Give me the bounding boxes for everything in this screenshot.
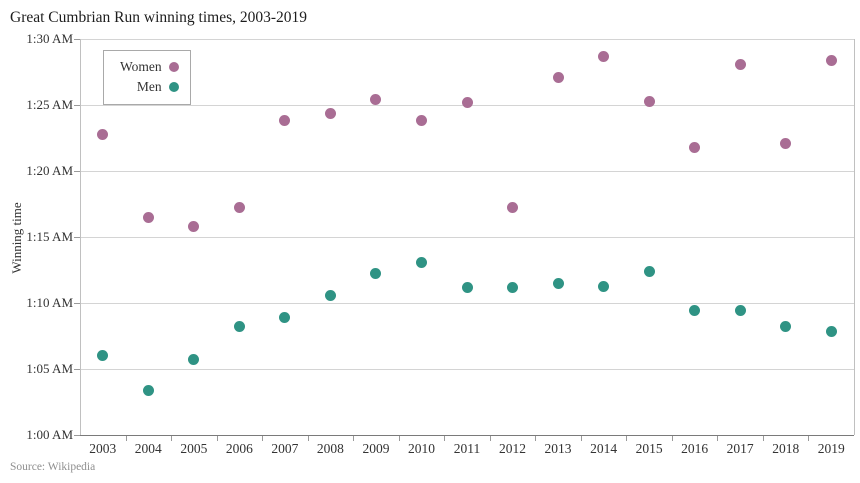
x-tick-label: 2013 — [544, 441, 572, 456]
legend: Women Men — [103, 50, 191, 105]
y-axis-tick — [74, 170, 80, 172]
plot-right-border — [854, 39, 855, 435]
x-tick-label: 2018 — [772, 441, 800, 456]
x-tick-label: 2011 — [453, 441, 481, 456]
point-women-2010 — [415, 115, 427, 127]
point-women-2014 — [598, 50, 610, 62]
y-axis-tick — [74, 104, 80, 106]
y-axis-tick — [74, 38, 80, 40]
x-tick-label: 2015 — [635, 441, 663, 456]
x-axis-tick — [171, 436, 173, 441]
point-men-2014 — [598, 281, 610, 292]
y-gridline — [80, 302, 854, 304]
point-men-2019 — [825, 325, 837, 337]
x-tick-label: 2008 — [316, 441, 344, 456]
x-axis-tick — [489, 436, 491, 441]
x-axis-tick — [216, 436, 218, 441]
point-women-2013 — [552, 71, 564, 83]
x-axis-tick — [444, 436, 446, 441]
x-axis-tick — [353, 436, 355, 441]
point-men-2018 — [780, 321, 792, 333]
y-tick-label: 1:15 AM — [26, 229, 73, 244]
x-tick-label: 2017 — [726, 441, 754, 456]
point-men-2006 — [233, 321, 245, 333]
point-women-2007 — [279, 115, 291, 127]
x-tick-label: 2014 — [590, 441, 618, 456]
point-men-2016 — [689, 305, 701, 317]
legend-item-women: Women — [120, 57, 179, 77]
point-men-2005 — [188, 353, 200, 365]
point-men-2009 — [370, 267, 382, 279]
y-axis-tick — [74, 302, 80, 304]
point-men-2008 — [324, 289, 336, 301]
y-tick-label: 1:05 AM — [26, 361, 73, 376]
x-tick-label: 2006 — [225, 441, 253, 456]
y-gridline — [80, 368, 854, 370]
x-axis-tick — [580, 436, 582, 441]
x-tick-label: 2012 — [499, 441, 527, 456]
x-axis-tick — [762, 436, 764, 441]
y-gridline — [80, 434, 854, 436]
point-men-2013 — [552, 277, 564, 289]
legend-item-men: Men — [120, 77, 179, 97]
y-axis-line — [80, 39, 81, 435]
chart-title: Great Cumbrian Run winning times, 2003-2… — [10, 9, 308, 26]
point-women-2012 — [507, 202, 519, 214]
point-men-2011 — [461, 281, 473, 293]
point-men-2010 — [415, 256, 427, 268]
legend-label-men: Men — [136, 79, 162, 94]
point-women-2017 — [734, 58, 746, 70]
x-axis-tick — [717, 436, 719, 441]
x-axis-tick — [125, 436, 127, 441]
y-tick-label: 1:00 AM — [26, 427, 73, 442]
women-series-swatch-icon — [168, 62, 179, 72]
point-men-2004 — [142, 384, 154, 396]
point-men-2003 — [97, 350, 109, 362]
point-women-2006 — [233, 202, 245, 214]
x-tick-label: 2010 — [407, 441, 435, 456]
x-tick-label: 2019 — [817, 441, 845, 456]
y-tick-label: 1:20 AM — [26, 163, 73, 178]
x-axis-tick — [535, 436, 537, 441]
x-tick-label: 2016 — [681, 441, 709, 456]
x-tick-label: 2004 — [134, 441, 162, 456]
men-series-swatch-icon — [168, 82, 179, 92]
y-axis-tick — [74, 236, 80, 238]
x-axis-tick — [808, 436, 810, 441]
x-axis-tick — [398, 436, 400, 441]
x-axis-tick — [626, 436, 628, 441]
point-men-2017 — [734, 305, 746, 317]
source-note: Source: Wikipedia — [10, 461, 96, 473]
point-women-2019 — [825, 54, 837, 66]
x-tick-label: 2005 — [180, 441, 208, 456]
point-women-2003 — [97, 129, 109, 141]
point-women-2004 — [142, 211, 154, 223]
y-tick-label: 1:25 AM — [26, 97, 73, 112]
point-men-2012 — [507, 281, 519, 293]
x-axis-tick — [262, 436, 264, 441]
point-women-2018 — [780, 137, 792, 149]
point-men-2015 — [643, 266, 655, 278]
y-axis-tick — [74, 434, 80, 436]
y-tick-label: 1:10 AM — [26, 295, 73, 310]
point-women-2015 — [643, 95, 655, 107]
y-gridline — [80, 236, 854, 238]
y-axis-tick — [74, 368, 80, 370]
point-women-2011 — [461, 96, 473, 108]
legend-label-women: Women — [120, 59, 162, 74]
point-women-2009 — [370, 93, 382, 105]
y-gridline — [80, 170, 854, 172]
x-axis-tick — [671, 436, 673, 441]
y-tick-label: 1:30 AM — [26, 31, 73, 46]
x-axis-tick — [307, 436, 309, 441]
x-tick-label: 2003 — [89, 441, 117, 456]
x-tick-label: 2007 — [271, 441, 299, 456]
point-women-2005 — [188, 220, 200, 232]
y-gridline — [80, 38, 854, 40]
point-women-2016 — [689, 141, 701, 153]
x-tick-label: 2009 — [362, 441, 390, 456]
point-men-2007 — [279, 312, 291, 324]
point-women-2008 — [324, 108, 336, 120]
